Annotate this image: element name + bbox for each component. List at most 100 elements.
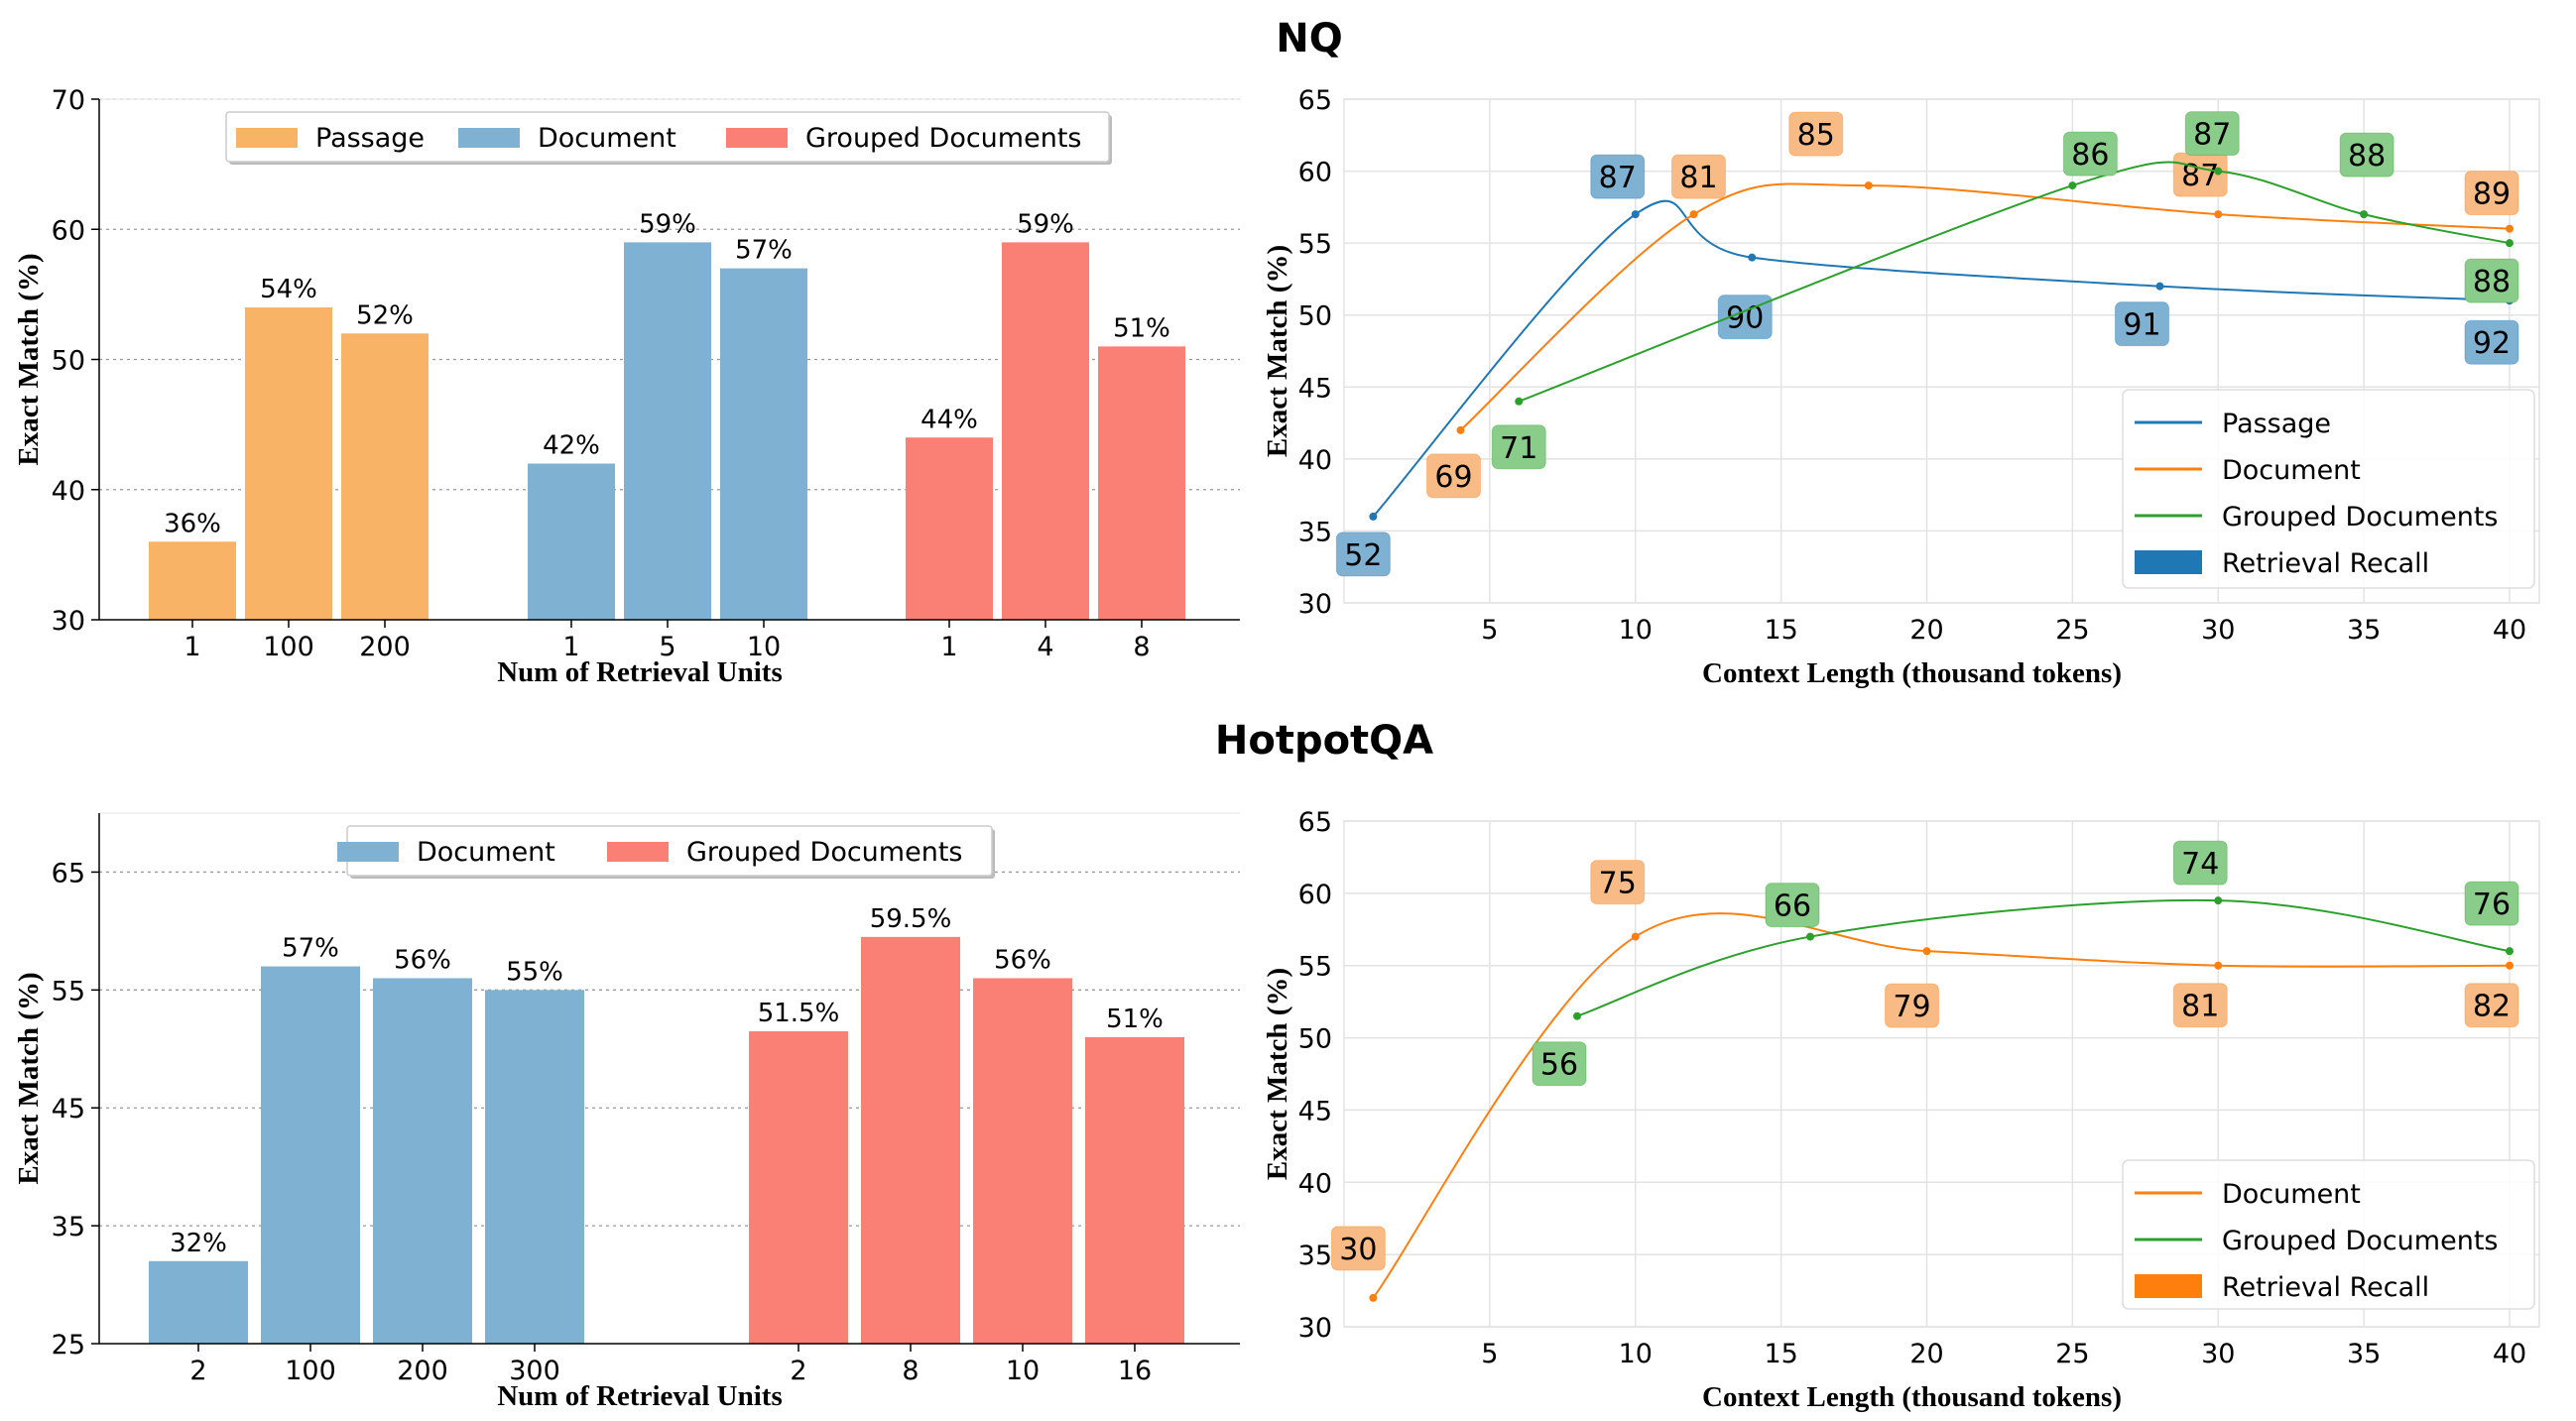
recall-label: 75 [1599,867,1637,901]
recall-box [1765,883,1820,928]
legend-swatch [236,128,298,148]
x-tick-label: 100 [263,632,314,662]
y-tick-label: 40 [1298,445,1332,476]
data-point [2068,181,2077,190]
recall-box [2172,840,2228,886]
data-point [1864,181,1873,190]
recall-box [1590,154,1646,199]
data-point [1922,947,1931,956]
y-tick-label: 60 [1298,880,1332,910]
y-tick-label: 45 [1298,373,1332,404]
data-point [2506,947,2514,956]
recall-label: 56 [1540,1048,1578,1083]
x-tick-label: 30 [2201,615,2235,646]
x-tick-label: 1 [940,632,957,662]
data-point [2506,239,2514,248]
x-tick-label: 2 [790,1356,806,1386]
recall-box [1788,111,1844,157]
legend-swatch [337,842,399,862]
x-tick-label: 25 [2055,615,2089,646]
bar [261,966,360,1344]
x-tick-label: 25 [2055,1339,2089,1369]
recall-label: 81 [2181,990,2219,1024]
recall-label: 81 [1679,161,1717,195]
x-tick-label: 200 [397,1356,448,1386]
recall-box [1590,860,1646,905]
series-line-grouped-documents [1518,161,2511,403]
bar-value-label: 51% [1106,1005,1164,1034]
recall-label: 91 [2123,308,2160,343]
data-point [2506,961,2514,970]
bar [1098,346,1185,620]
recall-box [1671,154,1726,199]
recall-label: 74 [2181,847,2219,882]
series-line-document [1459,182,2511,431]
bar-value-label: 52% [356,300,414,330]
x-tick-label: 8 [902,1356,919,1386]
legend-label: Grouped Documents [2222,502,2498,533]
x-tick-label: 10 [747,632,781,662]
legend-label: Passage [2222,409,2331,439]
data-point [2506,224,2514,233]
series-line-passage [1372,199,2511,518]
y-tick-label: 30 [1298,589,1332,620]
x-axis-label: Num of Retrieval Units [497,656,783,688]
bar-value-label: 51.5% [758,999,840,1028]
data-point [2360,210,2369,219]
plot-frame [1343,820,2540,1328]
recall-label: 88 [2348,139,2386,174]
y-axis-label: Exact Match (%) [1262,968,1293,1180]
legend-label: Document [538,123,676,154]
x-tick-label: 100 [285,1356,336,1386]
y-tick-label: 50 [1298,301,1332,332]
nq-bar-chart: 30 40 50 60 70 36% 1 54% 100 52% 200 42% 1 59% 5 57% 10 4… [13,85,1240,688]
y-tick-label: 50 [52,346,85,377]
x-tick-label: 40 [2493,615,2526,646]
data-point [2214,961,2223,970]
recall-label: 71 [1500,431,1537,466]
bar-value-label: 42% [543,431,600,461]
legend-label: Document [2222,1179,2361,1210]
bar-value-label: 36% [164,509,221,538]
data-point [2214,896,2223,905]
recall-label: 69 [1434,460,1472,495]
y-axis-label: Exact Match (%) [13,253,45,465]
x-tick-label: 10 [1619,1339,1653,1369]
y-tick-label: 30 [52,606,85,637]
bar-value-label: 59% [1017,209,1074,239]
bar-value-label: 56% [994,945,1051,975]
y-tick-label: 65 [1298,807,1332,838]
recall-label: 86 [2071,138,2109,173]
x-tick-label: 2 [189,1356,206,1386]
recall-label: 85 [1797,118,1835,153]
y-tick-label: 65 [1298,85,1332,116]
recall-box [2464,258,2519,303]
y-tick-label: 70 [52,85,85,116]
bar [373,978,472,1344]
x-tick-label: 16 [1118,1356,1152,1386]
recall-label: 92 [2473,326,2511,361]
legend-label: Document [2222,455,2361,486]
x-tick-label: 200 [359,632,411,662]
y-tick-label: 60 [1298,158,1332,188]
y-tick-label: 25 [52,1330,85,1361]
recall-box [1335,532,1391,577]
bar [973,978,1072,1344]
x-tick-label: 8 [1133,632,1150,662]
recall-box [2464,171,2519,216]
x-tick-label: 1 [184,632,200,662]
bar-value-label: 51% [1113,313,1170,343]
recall-box [1426,453,1481,499]
x-tick-label: 5 [1481,1339,1498,1369]
legend-swatch [2135,550,2202,574]
bar [341,333,429,620]
y-tick-label: 40 [1298,1168,1332,1199]
x-tick-label: 40 [2493,1339,2526,1369]
legend-label: Retrieval Recall [2222,1272,2429,1303]
x-axis-label: Context Length (thousand tokens) [1702,657,2122,689]
bar-value-label: 44% [920,405,978,434]
recall-label: 87 [1599,161,1637,195]
bar-value-label: 57% [282,934,339,964]
